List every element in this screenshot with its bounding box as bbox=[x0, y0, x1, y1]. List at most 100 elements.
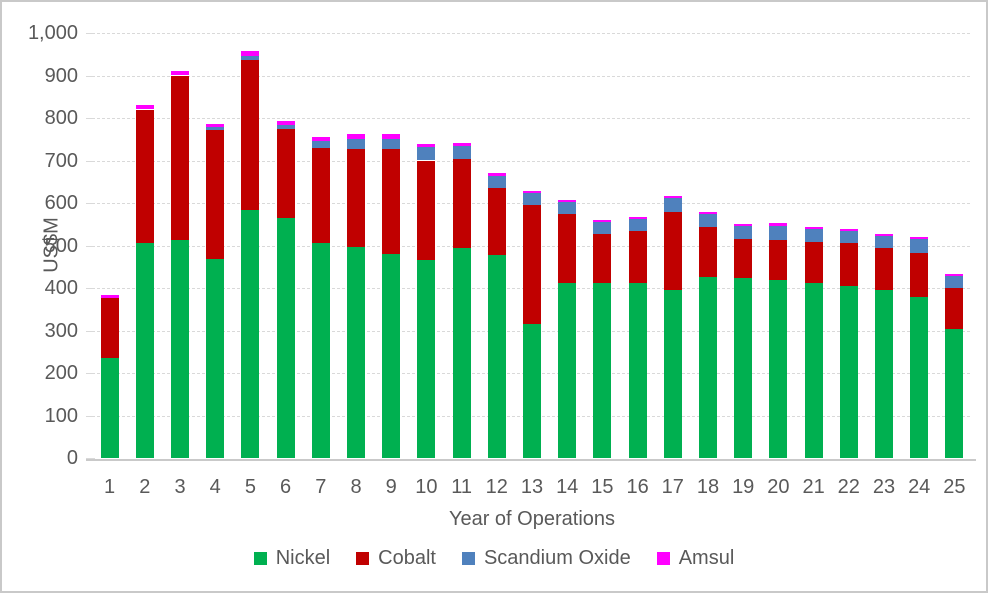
y-tick-mark-800 bbox=[86, 118, 95, 119]
gridline-800 bbox=[92, 118, 972, 119]
bar-segment-nickel-year-10 bbox=[417, 259, 436, 458]
y-tick-label-900: 900 bbox=[44, 64, 78, 87]
bar-segment-amsul-year-3 bbox=[171, 70, 189, 76]
x-tick-label-7: 7 bbox=[315, 476, 327, 498]
bar-segment-nickel-year-20 bbox=[769, 279, 788, 458]
bar-segment-amsul-year-4 bbox=[206, 123, 225, 128]
bar-segment-cobalt-year-7 bbox=[311, 148, 330, 244]
x-tick-label-18: 18 bbox=[696, 476, 720, 498]
x-tick-label-3: 3 bbox=[174, 476, 186, 498]
bar-segment-nickel-year-16 bbox=[628, 282, 647, 458]
bar-segment-nickel-year-4 bbox=[206, 259, 225, 458]
bar-segment-scandium-oxide-year-6 bbox=[276, 124, 295, 129]
legend-label: Nickel bbox=[275, 547, 331, 569]
bar-segment-scandium-oxide-year-11 bbox=[452, 146, 471, 160]
bar-segment-scandium-oxide-year-23 bbox=[875, 235, 893, 248]
x-tick-label-10: 10 bbox=[415, 476, 438, 498]
bar-segment-nickel-year-21 bbox=[804, 282, 823, 458]
bar-segment-scandium-oxide-year-13 bbox=[523, 193, 541, 206]
x-tick-label-22: 22 bbox=[837, 476, 860, 498]
gridline-1000 bbox=[92, 33, 972, 34]
y-tick-mark-300 bbox=[86, 330, 95, 332]
bar-segment-nickel-year-18 bbox=[699, 276, 717, 458]
x-tick-label-1: 1 bbox=[104, 476, 116, 498]
bar-segment-scandium-oxide-year-12 bbox=[487, 175, 506, 189]
bar-segment-cobalt-year-5 bbox=[241, 60, 260, 210]
x-tick-label-9: 9 bbox=[385, 476, 397, 498]
y-tick-label-800: 800 bbox=[44, 107, 78, 129]
legend-item-amsul: Amsul bbox=[656, 547, 734, 570]
y-tick-label-100: 100 bbox=[44, 404, 78, 427]
bar-segment-nickel-year-25 bbox=[945, 328, 964, 458]
bar-segment-cobalt-year-23 bbox=[875, 247, 893, 291]
x-tick-label-25: 25 bbox=[943, 476, 966, 498]
bar-segment-scandium-oxide-year-7 bbox=[311, 140, 330, 149]
legend-label: Scandium Oxide bbox=[483, 547, 631, 569]
bar-segment-scandium-oxide-year-9 bbox=[382, 138, 401, 149]
bar-segment-amsul-year-6 bbox=[276, 120, 295, 125]
x-tick-label-8: 8 bbox=[350, 476, 362, 498]
bar-segment-amsul-year-19 bbox=[734, 224, 753, 226]
bar-segment-amsul-year-24 bbox=[910, 237, 929, 239]
bar-segment-amsul-year-9 bbox=[382, 134, 401, 139]
y-tick-label-300: 300 bbox=[44, 319, 78, 342]
legend-marker-scandium-oxide bbox=[461, 552, 475, 565]
bar-segment-nickel-year-2 bbox=[135, 243, 154, 458]
bar-segment-amsul-year-7 bbox=[311, 137, 330, 141]
legend: Nickel Cobalt Scandium Oxide Amsul bbox=[2, 547, 986, 570]
bar-segment-scandium-oxide-year-18 bbox=[699, 213, 717, 227]
bar-segment-scandium-oxide-year-21 bbox=[804, 228, 823, 242]
bar-segment-amsul-year-2 bbox=[135, 104, 154, 110]
bar-segment-scandium-oxide-year-14 bbox=[558, 201, 577, 215]
x-tick-label-12: 12 bbox=[485, 476, 508, 498]
x-tick-label-13: 13 bbox=[520, 476, 544, 498]
bar-segment-scandium-oxide-year-10 bbox=[417, 147, 436, 161]
bar-segment-amsul-year-13 bbox=[523, 190, 541, 194]
x-tick-label-17: 17 bbox=[661, 476, 684, 498]
legend-item-cobalt: Cobalt bbox=[356, 547, 436, 570]
bar-segment-cobalt-year-25 bbox=[945, 288, 964, 329]
bar-segment-scandium-oxide-year-22 bbox=[839, 230, 858, 244]
legend-marker-nickel bbox=[253, 552, 267, 565]
bar-segment-amsul-year-5 bbox=[241, 51, 260, 57]
x-tick-label-23: 23 bbox=[872, 476, 896, 498]
bar-segment-nickel-year-13 bbox=[523, 324, 541, 458]
bar-segment-cobalt-year-22 bbox=[839, 243, 858, 286]
legend-item-scandium-oxide: Scandium Oxide bbox=[461, 547, 631, 570]
bar-segment-amsul-year-21 bbox=[804, 227, 823, 229]
bar-segment-amsul-year-11 bbox=[452, 142, 471, 147]
x-tick-label-2: 2 bbox=[139, 476, 151, 498]
bar-segment-scandium-oxide-year-15 bbox=[593, 221, 612, 234]
bar-segment-cobalt-year-9 bbox=[382, 148, 401, 254]
x-tick-label-15: 15 bbox=[591, 476, 614, 498]
bar-segment-cobalt-year-19 bbox=[734, 238, 753, 279]
legend-marker-cobalt bbox=[356, 552, 370, 565]
y-tick-label-1000: 1,000 bbox=[27, 22, 78, 44]
bar-segment-nickel-year-6 bbox=[276, 217, 295, 458]
x-tick-label-19: 19 bbox=[732, 476, 755, 498]
x-axis-title: Year of Operations bbox=[448, 508, 616, 530]
y-tick-mark-0 bbox=[86, 458, 95, 459]
y-tick-mark-600 bbox=[86, 203, 95, 204]
bar-segment-cobalt-year-11 bbox=[452, 159, 471, 249]
x-tick-label-21: 21 bbox=[802, 476, 825, 498]
bar-segment-amsul-year-23 bbox=[875, 234, 893, 236]
gridline-700 bbox=[92, 160, 972, 162]
bar-segment-nickel-year-23 bbox=[875, 290, 893, 458]
bar-segment-cobalt-year-2 bbox=[135, 109, 154, 244]
bar-segment-amsul-year-18 bbox=[699, 211, 717, 214]
bar-segment-scandium-oxide-year-17 bbox=[663, 198, 682, 213]
bar-segment-scandium-oxide-year-16 bbox=[628, 218, 647, 232]
y-tick-label-700: 700 bbox=[44, 149, 78, 172]
y-tick-mark-1000 bbox=[86, 33, 95, 34]
bar-segment-scandium-oxide-year-25 bbox=[945, 275, 964, 289]
y-tick-mark-500 bbox=[86, 245, 95, 247]
x-axis-line bbox=[86, 459, 976, 461]
bar-segment-cobalt-year-12 bbox=[487, 188, 506, 255]
x-tick-label-20: 20 bbox=[767, 476, 790, 498]
gridline-900 bbox=[92, 75, 972, 77]
y-tick-label-400: 400 bbox=[44, 277, 78, 299]
bar-segment-cobalt-year-8 bbox=[347, 148, 365, 247]
bar-segment-cobalt-year-4 bbox=[206, 130, 225, 260]
